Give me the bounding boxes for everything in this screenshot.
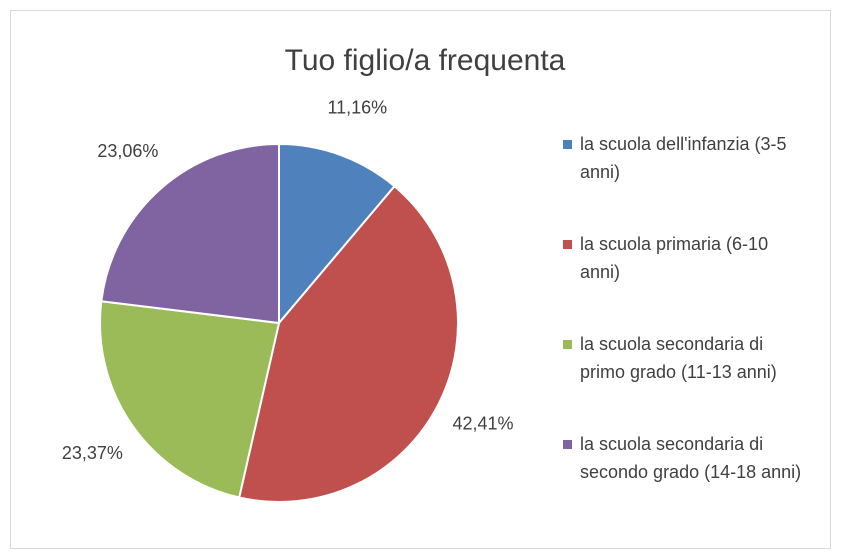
data-label: 23,06% [97, 141, 158, 161]
pie-slice [100, 142, 280, 325]
legend-swatch [563, 240, 572, 249]
legend-label: la scuola secondaria di primo grado (11-… [580, 334, 777, 382]
legend-label: la scuola primaria (6-10 anni) [580, 234, 769, 282]
pie-slice [237, 184, 460, 503]
data-label: 23,37% [62, 443, 123, 463]
legend: la scuola dell'infanzia (3-5 anni) la scu… [563, 130, 813, 530]
legend-label: la scuola dell'infanzia (3-5 anni) [580, 134, 787, 182]
data-label: 42,41% [452, 414, 513, 434]
legend-item: la scuola secondaria di secondo grado (1… [563, 430, 813, 486]
legend-label: la scuola secondaria di secondo grado (1… [580, 434, 802, 482]
legend-item: la scuola primaria (6-10 anni) [563, 230, 813, 286]
legend-swatch [563, 340, 572, 349]
pie-slice [99, 300, 281, 499]
legend-swatch [563, 440, 572, 449]
data-label: 11,16% [327, 98, 387, 118]
chart-title: Tuo figlio/a frequenta [285, 44, 566, 77]
legend-item: la scuola dell'infanzia (3-5 anni) [563, 130, 813, 186]
pie-slice [278, 142, 396, 326]
legend-swatch [563, 140, 572, 149]
legend-item: la scuola secondaria di primo grado (11-… [563, 330, 813, 386]
